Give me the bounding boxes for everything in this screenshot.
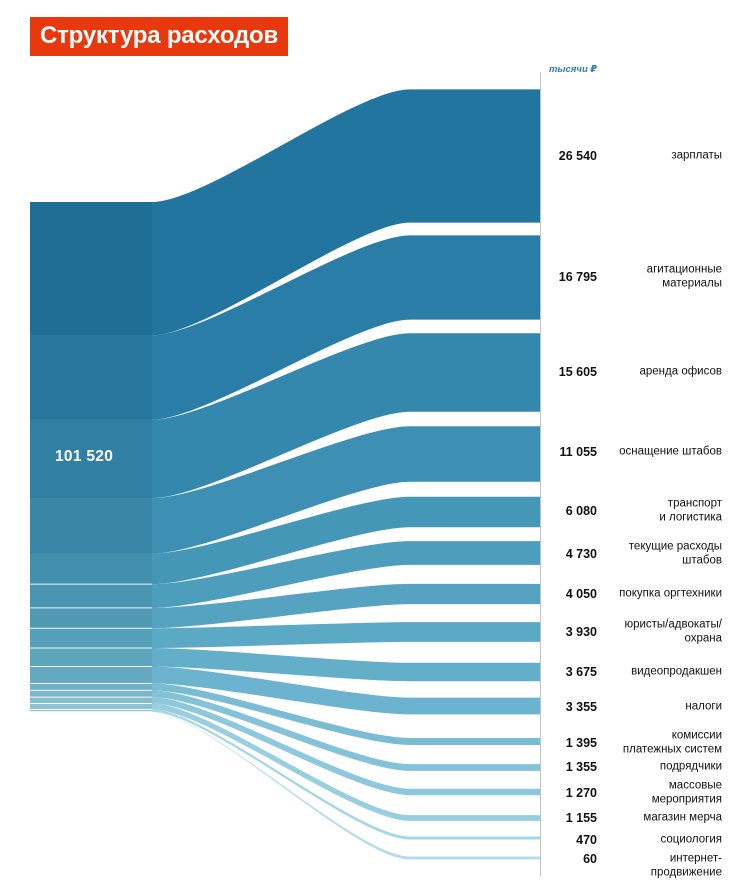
sankey-flow-10 [30, 683, 540, 746]
category-label: массовые мероприятия [651, 779, 722, 806]
sankey-flow-2 [30, 333, 540, 499]
source-bar-segment-13 [30, 703, 152, 710]
category-value: 26 540 [558, 149, 597, 163]
source-bar-segment-14 [30, 709, 152, 712]
source-bar-segment-7 [30, 628, 152, 649]
sankey-flow-9 [30, 666, 540, 715]
units-label: тысячи ₽ [548, 64, 597, 75]
sankey-flow-11 [30, 690, 540, 771]
source-bar-segment-2 [30, 419, 152, 499]
category-value: 11 055 [559, 445, 597, 459]
category-label: зарплаты [671, 149, 722, 162]
category-label: комиссии платежных систем [622, 729, 722, 756]
sankey-flow-0 [30, 89, 540, 336]
category-label: аренда офисов [639, 365, 722, 378]
source-bar-segment-6 [30, 607, 152, 629]
category-value: 3 355 [565, 700, 597, 714]
category-value: 1 395 [565, 736, 597, 750]
category-label: оснащение штабов [619, 445, 722, 458]
category-label: социология [660, 833, 722, 846]
category-value: 1 355 [565, 760, 597, 774]
sankey-flow-7 [30, 622, 540, 649]
category-label: агитационные материалы [646, 263, 722, 290]
category-value: 15 605 [558, 365, 597, 379]
category-label: покупка оргтехники [619, 587, 722, 600]
category-value: 4 730 [565, 547, 597, 561]
page-title: Структура расходов [30, 17, 289, 56]
sankey-flow-5 [30, 541, 540, 608]
sankey-flow-3 [30, 426, 540, 554]
category-value: 3 675 [565, 665, 597, 679]
source-bar-segment-12 [30, 697, 152, 704]
sankey-flow-4 [30, 496, 540, 585]
category-value: 16 795 [558, 270, 597, 284]
category-label: магазин мерча [643, 811, 722, 824]
category-label: подрядчики [659, 760, 722, 773]
category-label: транспорт и логистика [659, 497, 722, 524]
category-value: 1 155 [565, 811, 597, 825]
category-value: 1 270 [565, 786, 597, 800]
category-value: 4 050 [565, 587, 597, 601]
source-bar-segment-5 [30, 584, 152, 608]
sankey-flow-12 [30, 697, 540, 796]
sankey-flow-6 [30, 583, 540, 629]
category-label: видеопродакшен [631, 665, 722, 678]
source-bar-segment-8 [30, 648, 152, 667]
category-label: интернет- продвижение [650, 852, 722, 879]
total-value-label: 101 520 [55, 448, 114, 465]
category-value: 3 930 [565, 625, 597, 639]
category-value: 60 [583, 852, 597, 866]
source-bar-segment-1 [30, 335, 152, 420]
sankey-flow-1 [30, 235, 540, 420]
category-label: текущие расходы штабов [628, 540, 722, 567]
sankey-flow-13 [30, 703, 540, 821]
source-bar-segment-10 [30, 683, 152, 691]
source-bar-segment-9 [30, 666, 152, 684]
category-label: налоги [685, 700, 722, 713]
source-bar-segment-11 [30, 690, 152, 698]
source-bar-segment-0 [30, 202, 152, 336]
source-bar-segment-3 [30, 498, 152, 554]
category-value: 6 080 [565, 504, 597, 518]
source-bar-segment-4 [30, 553, 152, 585]
category-value: 470 [576, 833, 597, 847]
sankey-flow-8 [30, 648, 540, 682]
category-label: юристы/адвокаты/ охрана [624, 618, 722, 645]
